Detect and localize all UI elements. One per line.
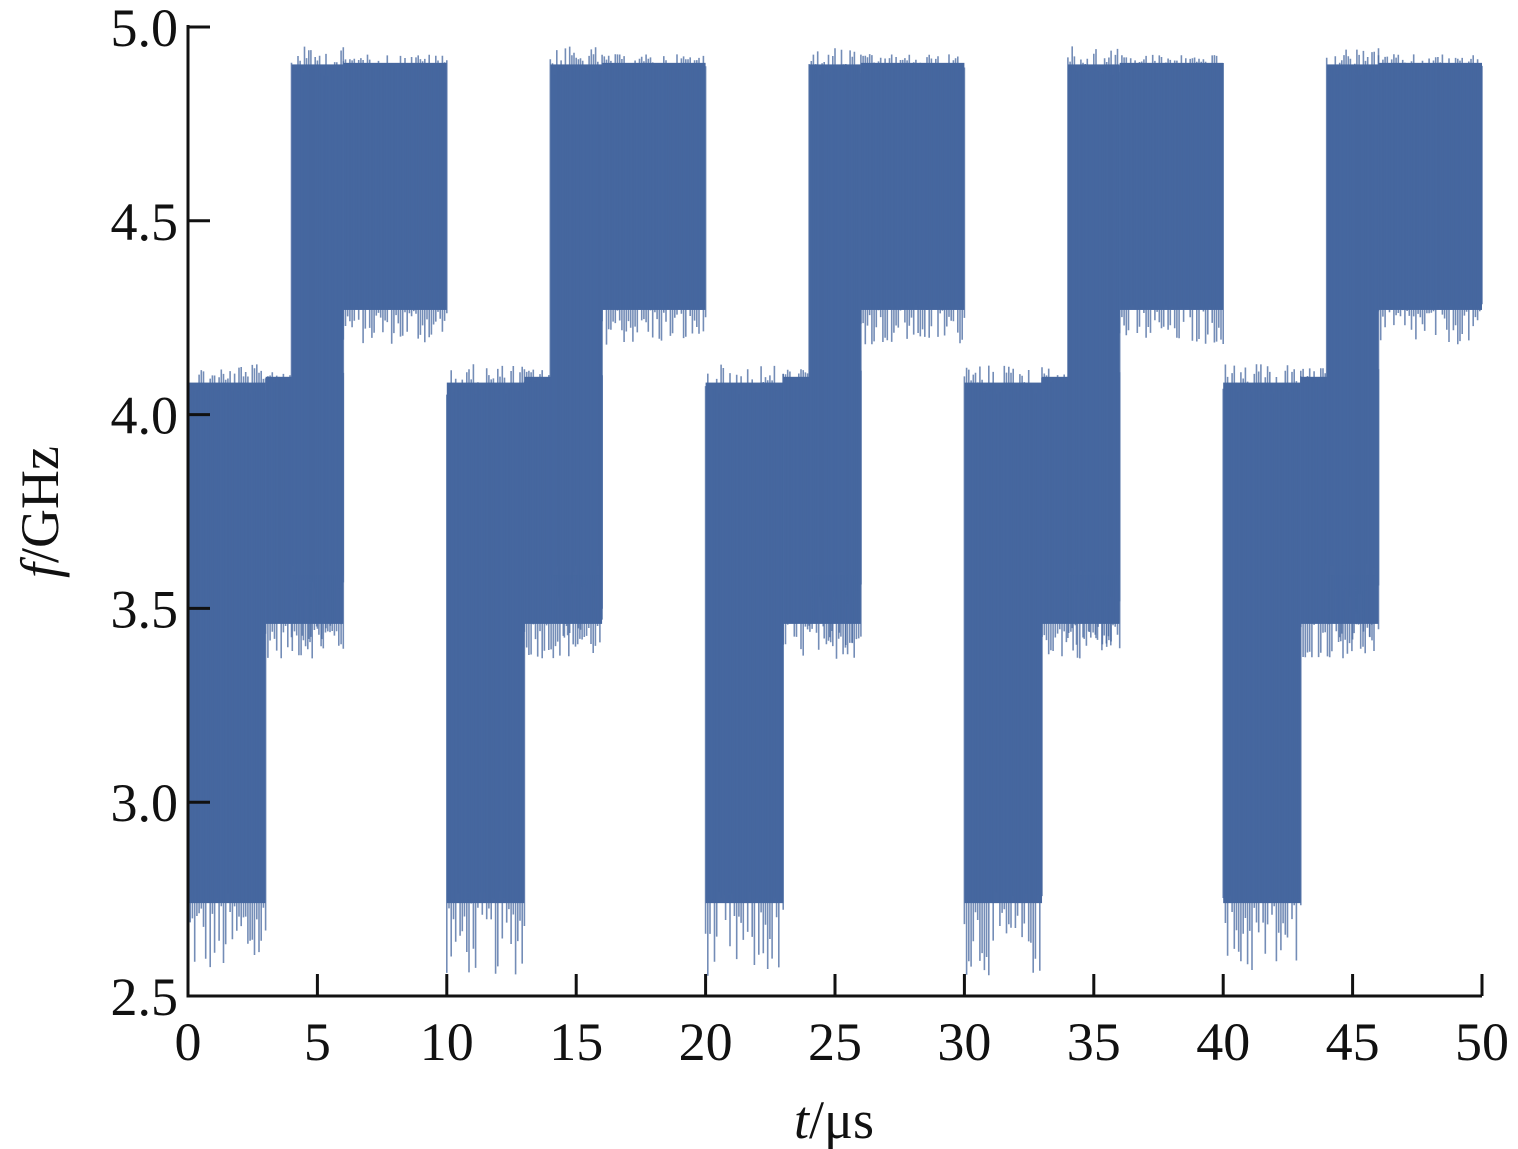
x-tick-label: 15 <box>549 1012 603 1072</box>
x-tick-label: 25 <box>808 1012 862 1072</box>
x-tick-label: 0 <box>175 1012 202 1072</box>
signal-spikes <box>704 364 784 976</box>
signal-spikes <box>446 364 526 975</box>
x-tick-label: 50 <box>1455 1012 1509 1072</box>
x-tick-label: 5 <box>304 1012 331 1072</box>
signal-spikes <box>808 48 862 647</box>
signal-spikes <box>1325 48 1380 641</box>
signal-spikes <box>342 54 448 344</box>
signal-spikes <box>1118 54 1224 344</box>
signal-series <box>187 46 1483 976</box>
y-axis-title: f/GHz <box>10 446 70 578</box>
y-axis-unit: /GHz <box>10 446 70 563</box>
y-tick-label: 3.0 <box>111 773 179 833</box>
signal-spikes <box>549 46 603 636</box>
x-tick-label: 40 <box>1196 1012 1250 1072</box>
x-axis-title: t/μs <box>794 1090 874 1149</box>
x-axis-unit: /μs <box>809 1090 874 1149</box>
x-tick-label: 10 <box>420 1012 474 1072</box>
y-tick-label: 3.5 <box>111 579 179 639</box>
signal-spikes <box>963 365 1043 976</box>
y-tick-label: 5.0 <box>111 0 179 58</box>
x-ticks: 0 5 10 15 20 25 30 35 40 45 50 <box>175 974 1509 1072</box>
y-ticks: 2.5 3.0 3.5 4.0 4.5 5.0 <box>111 0 210 1027</box>
signal-spikes <box>290 46 345 640</box>
x-tick-label: 30 <box>937 1012 991 1072</box>
x-axis-symbol: t <box>794 1090 811 1149</box>
x-tick-label: 45 <box>1326 1012 1380 1072</box>
signal-spikes <box>860 54 966 345</box>
x-tick-label: 20 <box>679 1012 733 1072</box>
signal-spikes <box>1377 54 1483 345</box>
signal-spikes <box>1067 46 1121 647</box>
y-tick-label: 2.5 <box>111 967 179 1027</box>
signal-spikes <box>601 54 707 345</box>
y-tick-label: 4.5 <box>111 192 179 252</box>
signal-spikes <box>1222 364 1302 970</box>
x-tick-label: 35 <box>1067 1012 1121 1072</box>
y-tick-label: 4.0 <box>111 386 179 446</box>
